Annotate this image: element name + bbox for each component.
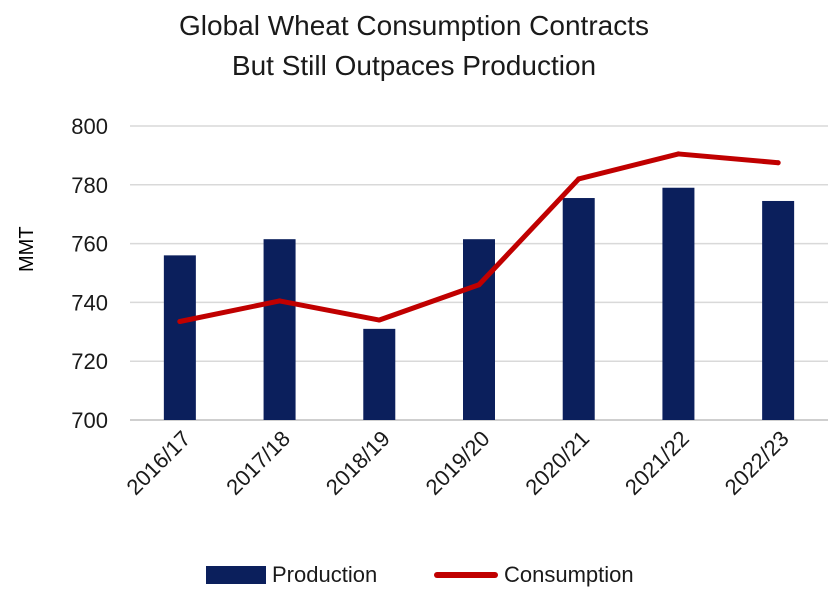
y-tick-label: 760 — [71, 232, 108, 257]
x-tick-label: 2017/18 — [221, 426, 295, 500]
consumption-point — [177, 319, 183, 325]
x-tick-label: 2018/19 — [321, 426, 395, 500]
legend: Production Consumption — [0, 562, 828, 592]
consumption-point — [476, 282, 482, 288]
consumption-point — [775, 160, 781, 166]
consumption-point — [576, 176, 582, 182]
production-bar — [762, 200, 795, 420]
legend-label-production: Production — [272, 562, 378, 587]
legend-item-consumption: Consumption — [434, 562, 634, 588]
legend-swatch-production — [206, 566, 266, 584]
x-tick-label: 2019/20 — [421, 426, 495, 500]
x-tick-label: 2020/21 — [520, 426, 594, 500]
production-bar — [363, 328, 396, 420]
x-tick-label: 2021/22 — [620, 426, 694, 500]
production-bar — [263, 239, 296, 420]
y-tick-label: 720 — [71, 349, 108, 374]
chart-title-line-1: Global Wheat Consumption Contracts — [179, 10, 649, 41]
y-tick-label: 780 — [71, 173, 108, 198]
production-bar — [163, 255, 196, 420]
legend-item-production: Production — [206, 562, 377, 588]
consumption-point — [675, 151, 681, 157]
legend-swatch-consumption — [434, 572, 498, 578]
chart-title-line-2: But Still Outpaces Production — [231, 50, 597, 81]
x-tick-label: 2016/17 — [121, 426, 195, 500]
legend-label-consumption: Consumption — [504, 562, 634, 587]
consumption-point — [376, 317, 382, 323]
chart-title: Global Wheat Consumption Contracts But S… — [0, 6, 828, 86]
y-tick-label: 700 — [71, 408, 108, 433]
y-tick-label: 800 — [71, 114, 108, 139]
production-bar — [463, 239, 495, 420]
y-tick-label: 740 — [71, 290, 108, 315]
production-bar — [662, 187, 695, 420]
production-bar — [562, 198, 595, 420]
consumption-point — [277, 298, 283, 304]
x-tick-label: 2022/23 — [720, 426, 794, 500]
